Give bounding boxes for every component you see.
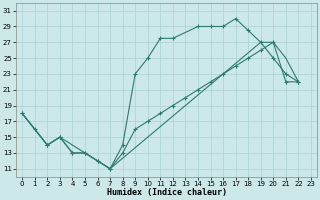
X-axis label: Humidex (Indice chaleur): Humidex (Indice chaleur) bbox=[107, 188, 227, 197]
